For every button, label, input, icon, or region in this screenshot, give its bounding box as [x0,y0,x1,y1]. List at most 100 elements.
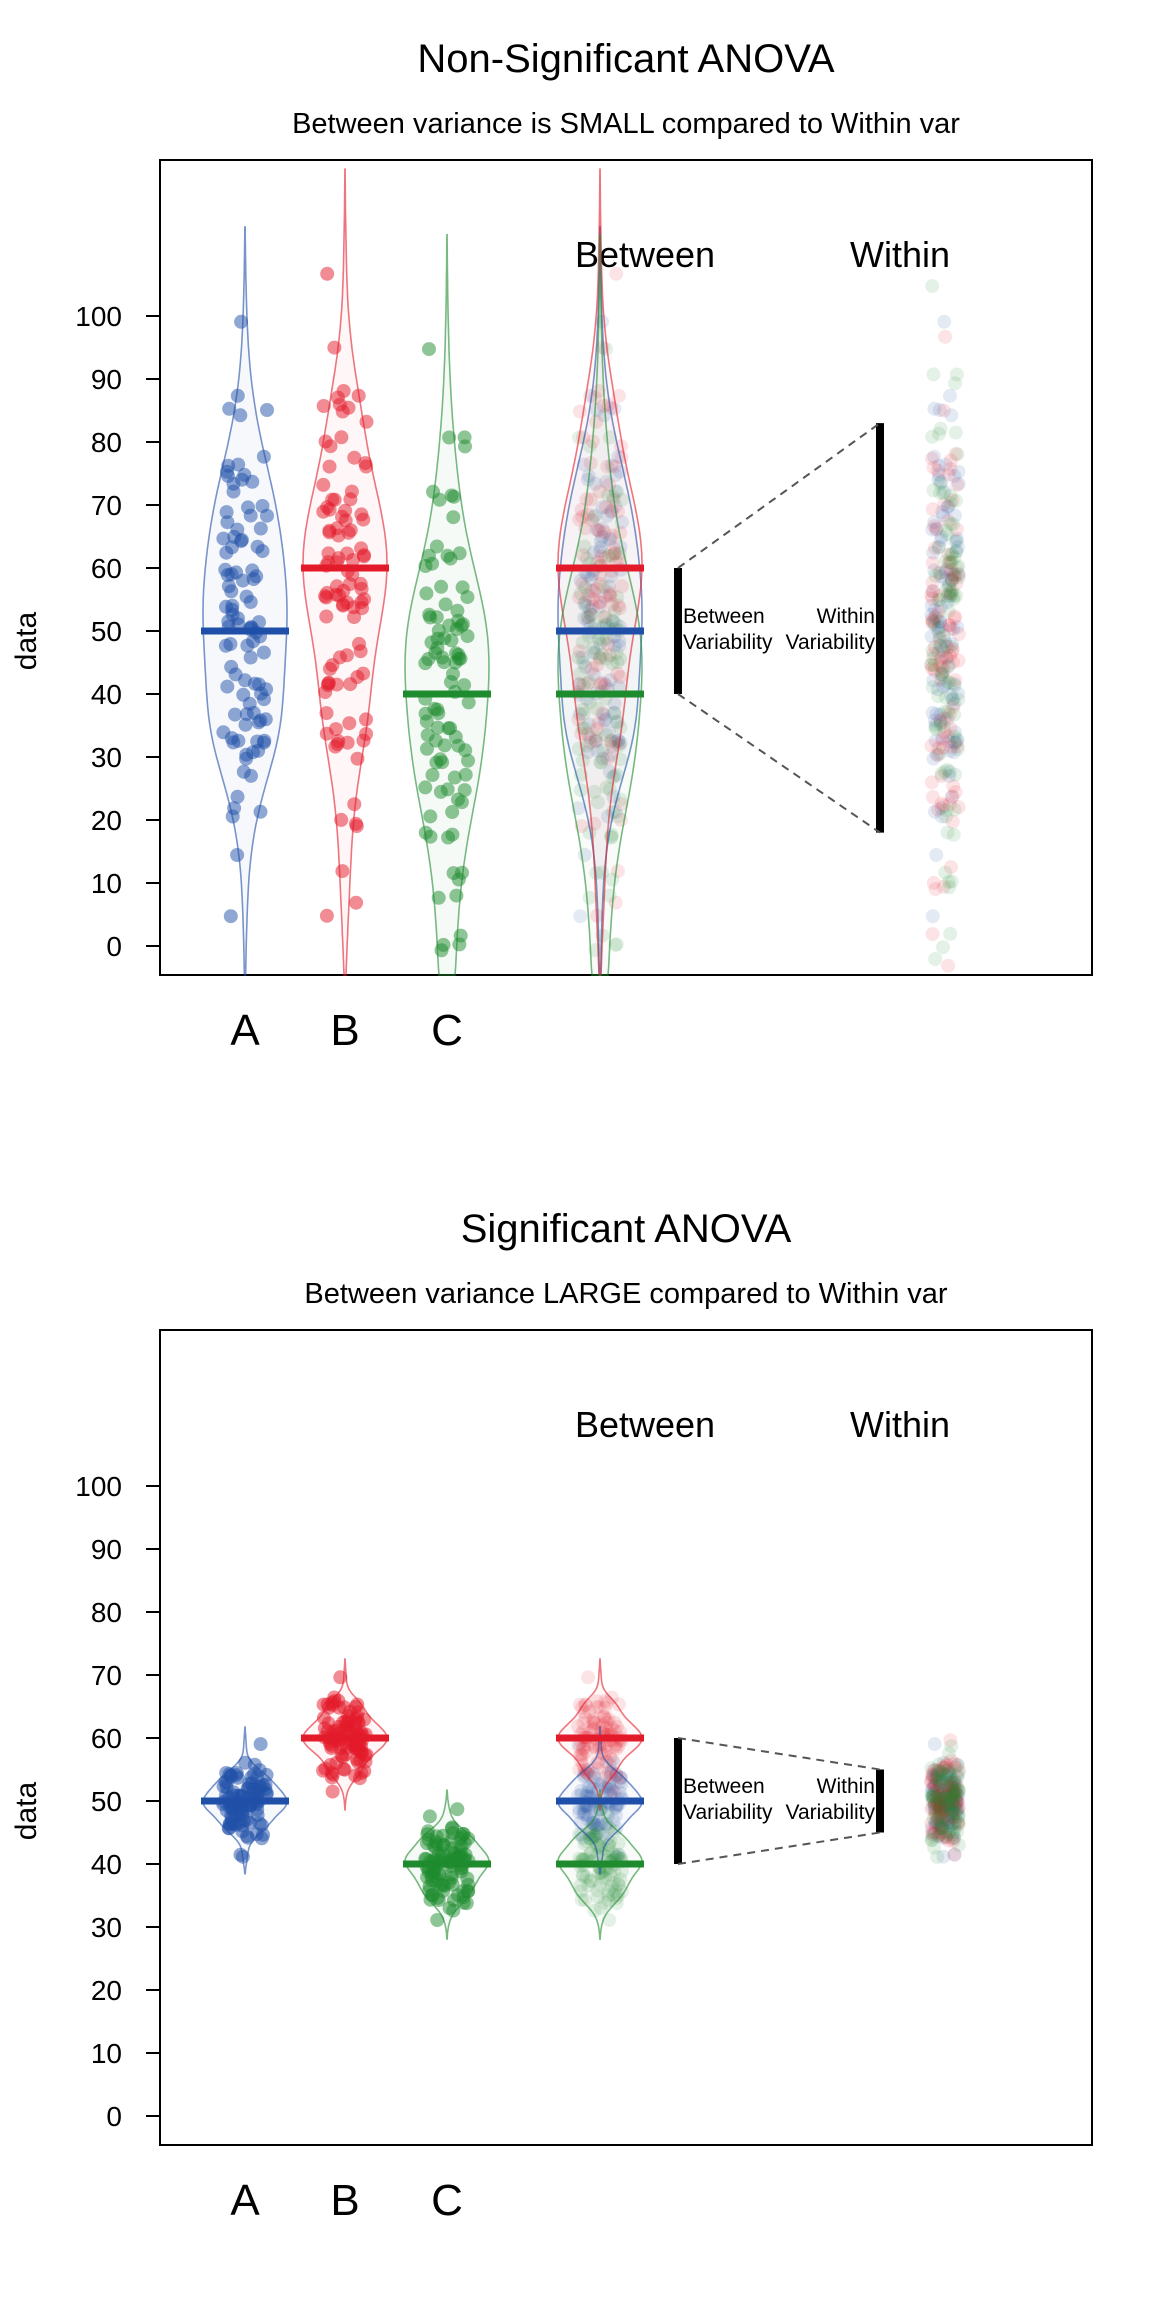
between-point [597,1895,612,1910]
within-point [933,1778,948,1793]
within-point [949,531,964,546]
within-point [930,1788,945,1803]
between-point [583,1846,598,1861]
within-point [940,1792,955,1807]
within-point [942,1801,957,1816]
within-point [944,586,959,601]
between-point [593,1877,608,1892]
within-point [933,569,948,584]
within-point [935,1813,950,1828]
chart-panel-1: Non-Significant ANOVA Between variance is… [10,37,1093,1055]
between-point [593,595,608,610]
within-point [934,1818,949,1833]
within-point [945,1780,960,1795]
within-point [945,583,960,598]
within-point [934,474,949,489]
between-point [581,588,596,603]
between-point [602,1838,617,1852]
between-point [578,1710,593,1725]
within-point [939,1758,954,1773]
within-point [937,1799,952,1814]
within-point [934,715,948,730]
within-point [942,880,957,895]
between-point [593,637,608,651]
within-point [948,1801,963,1816]
within-point [951,1817,966,1832]
chart-title: Significant ANOVA [461,1207,792,1251]
between-point [605,548,620,563]
data-point [239,751,254,766]
between-variability-label: Between Variability [683,605,773,654]
within-point [945,1827,960,1842]
between-point [575,1748,590,1763]
between-point [586,1716,601,1731]
within-point [933,1775,948,1789]
between-point [611,679,626,694]
within-point [928,1819,943,1833]
within-point [938,865,953,880]
between-point [581,676,596,691]
within-point [925,279,940,294]
data-point [444,1834,459,1849]
within-point [928,1796,943,1811]
within-point [938,329,953,344]
data-point [347,610,362,625]
within-point [946,1797,961,1812]
between-point [597,408,612,423]
within-point [933,1798,948,1813]
within-point [929,521,944,536]
data-point [346,553,360,567]
within-point [938,677,953,692]
between-point [603,747,618,762]
within-point [940,589,955,603]
data-point [318,434,333,449]
data-point [226,484,241,499]
y-tick-label: 60 [91,553,122,584]
within-point [951,692,966,707]
between-point [600,1831,614,1846]
within-point [945,692,960,707]
between-point [595,633,610,648]
y-tick-label: 80 [91,1597,122,1628]
between-point [613,1770,628,1785]
between-point [579,1744,594,1759]
between-point [576,678,591,693]
between-point [572,590,587,605]
within-point [937,1805,952,1820]
data-point [359,459,374,474]
between-point [581,1670,596,1685]
between-point [609,1890,624,1905]
within-point [945,493,960,508]
within-point [932,426,947,441]
within-point [936,1760,951,1775]
within-point [925,451,939,466]
between-point [589,403,604,417]
data-point [316,477,331,492]
within-point [924,775,939,790]
between-point [582,1704,597,1719]
within-point [930,1785,945,1800]
y-tick-label: 40 [91,1849,122,1880]
within-point [930,612,945,626]
between-point [578,1807,593,1822]
between-point [613,652,627,666]
within-point [951,568,966,582]
within-point [928,733,943,748]
within-point [939,1757,954,1772]
data-point [434,1849,449,1864]
within-point [946,827,961,842]
within-point [947,1777,962,1792]
between-point [609,1719,624,1734]
within-point [940,762,955,777]
within-point [925,661,940,676]
data-point [422,548,436,563]
within-point [936,940,950,955]
between-point [603,1834,618,1849]
data-point [334,430,349,445]
within-point [945,1810,960,1825]
within-point [944,1790,959,1805]
between-violin-C [557,1789,643,1940]
within-point [927,1737,942,1752]
between-point [597,589,612,604]
within-point [949,1787,964,1802]
